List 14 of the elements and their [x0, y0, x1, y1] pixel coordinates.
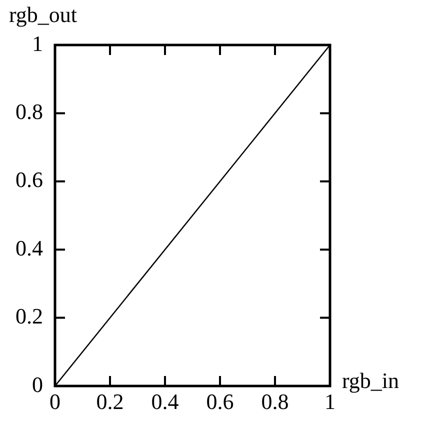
y-tick-label: 0.2 [16, 304, 43, 329]
y-tick-label: 0 [32, 372, 43, 397]
y-tick-label: 0.6 [16, 167, 43, 192]
y-axis-title: rgb_out [9, 2, 78, 27]
x-tick-label: 0.6 [206, 388, 234, 414]
x-tick-label: 0.4 [151, 388, 179, 414]
x-tick-label: 1 [324, 388, 336, 414]
y-tick-label: 0.4 [16, 235, 43, 260]
y-tick-label: 1 [32, 30, 43, 56]
x-axis-title: rgb_in [342, 368, 400, 393]
x-tick-label: 0 [50, 388, 60, 414]
y-tick-label: 0.8 [16, 98, 43, 124]
x-tick-label: 0.8 [261, 388, 289, 414]
x-tick-label: 0.2 [96, 388, 124, 414]
